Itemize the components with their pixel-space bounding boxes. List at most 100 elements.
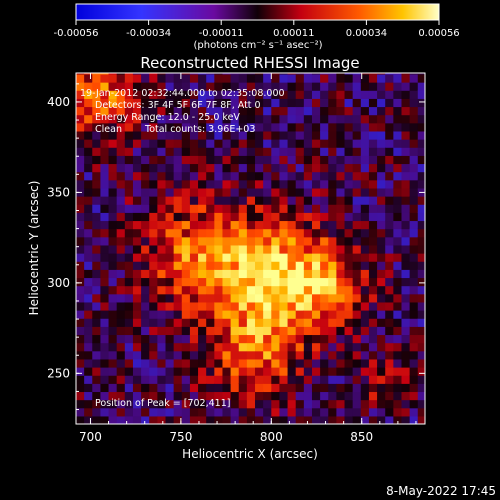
heatmap-cell: [141, 147, 150, 156]
heatmap-cell: [368, 383, 378, 393]
heatmap-cell: [287, 228, 297, 238]
heatmap-cell: [336, 415, 346, 424]
heatmap-cell: [165, 187, 175, 197]
heatmap-cell: [198, 228, 207, 238]
heatmap-cell: [181, 293, 191, 303]
heatmap-cell: [271, 269, 281, 279]
heatmap-cell: [149, 415, 158, 424]
heatmap-cell: [320, 375, 329, 384]
heatmap-cell: [108, 147, 118, 156]
heatmap-cell: [246, 407, 256, 417]
heatmap-cell: [198, 139, 207, 148]
heatmap-cell: [149, 310, 158, 319]
heatmap-cell: [214, 196, 224, 205]
heatmap-cell: [206, 358, 215, 368]
heatmap-cell: [124, 114, 134, 124]
heatmap-cell: [320, 293, 329, 303]
heatmap-cell: [352, 399, 362, 409]
heatmap-cell: [206, 342, 215, 352]
heatmap-cell: [295, 244, 305, 254]
heatmap-cell: [149, 114, 158, 124]
heatmap-cell: [303, 391, 313, 401]
heatmap-cell: [360, 220, 370, 230]
heatmap-cell: [344, 236, 354, 246]
heatmap-cell: [124, 163, 134, 173]
heatmap-cell: [246, 358, 256, 368]
heatmap-cell: [84, 220, 93, 230]
heatmap-cell: [84, 122, 93, 132]
heatmap-cell: [214, 253, 224, 262]
heatmap-cell: [132, 73, 142, 75]
heatmap-cell: [141, 383, 150, 393]
heatmap-cell: [320, 253, 329, 262]
heatmap-cell: [417, 253, 425, 262]
y-tick-label: 400: [47, 95, 70, 109]
heatmap-cell: [238, 179, 248, 189]
heatmap-cell: [360, 187, 370, 197]
heatmap-cell: [336, 139, 346, 148]
heatmap-cell: [401, 367, 411, 376]
heatmap-cell: [409, 310, 419, 319]
heatmap-cell: [360, 285, 370, 295]
heatmap-cell: [76, 367, 85, 376]
heatmap-cell: [393, 383, 403, 393]
heatmap-cell: [149, 244, 158, 254]
heatmap-cell: [165, 82, 175, 91]
heatmap-cell: [149, 228, 158, 238]
heatmap-cell: [230, 415, 240, 424]
heatmap-cell: [360, 318, 370, 327]
heatmap-cell: [377, 212, 386, 222]
heatmap-cell: [165, 130, 175, 140]
heatmap-cell: [311, 407, 321, 417]
heatmap-cell: [401, 73, 411, 83]
heatmap-cell: [368, 90, 378, 99]
heatmap-cell: [271, 310, 281, 319]
heatmap-cell: [393, 375, 403, 384]
heatmap-cell: [279, 277, 289, 287]
heatmap-cell: [303, 147, 313, 156]
heatmap-cell: [328, 82, 337, 91]
heatmap-cell: [377, 122, 386, 132]
heatmap-cell: [108, 73, 118, 75]
heatmap-cell: [100, 261, 110, 270]
heatmap-cell: [246, 171, 256, 181]
heatmap-cell: [189, 277, 199, 287]
heatmap-cell: [311, 196, 321, 205]
heatmap-cell: [255, 163, 264, 173]
heatmap-cell: [311, 399, 321, 409]
heatmap-cell: [401, 82, 411, 91]
heatmap-cell: [198, 277, 207, 287]
heatmap-cell: [181, 236, 191, 246]
heatmap-cell: [100, 228, 110, 238]
heatmap-cell: [417, 114, 425, 124]
heatmap-cell: [222, 334, 232, 344]
heatmap-cell: [311, 236, 321, 246]
heatmap-cell: [360, 73, 370, 75]
heatmap-cell: [255, 261, 264, 270]
heatmap-cell: [84, 277, 93, 287]
heatmap-cell: [149, 187, 158, 197]
heatmap-cell: [255, 130, 264, 140]
heatmap-cell: [157, 391, 167, 401]
heatmap-cell: [263, 367, 272, 376]
heatmap-cell: [263, 399, 272, 409]
heatmap-cell: [246, 261, 256, 270]
heatmap-cell: [173, 106, 183, 116]
heatmap-cell: [222, 261, 232, 270]
heatmap-cell: [401, 130, 411, 140]
heatmap-cell: [214, 73, 224, 83]
heatmap-cell: [92, 90, 102, 99]
heatmap-cell: [255, 269, 264, 279]
heatmap-cell: [320, 187, 329, 197]
heatmap-cell: [230, 326, 240, 336]
heatmap-cell: [352, 98, 362, 108]
heatmap-cell: [360, 122, 370, 132]
heatmap-cell: [255, 171, 264, 181]
heatmap-cell: [263, 204, 272, 213]
heatmap-cell: [92, 358, 102, 368]
heatmap-cell: [206, 73, 215, 83]
heatmap-cell: [360, 350, 370, 360]
heatmap-cell: [377, 326, 386, 336]
heatmap-cell: [92, 122, 102, 132]
